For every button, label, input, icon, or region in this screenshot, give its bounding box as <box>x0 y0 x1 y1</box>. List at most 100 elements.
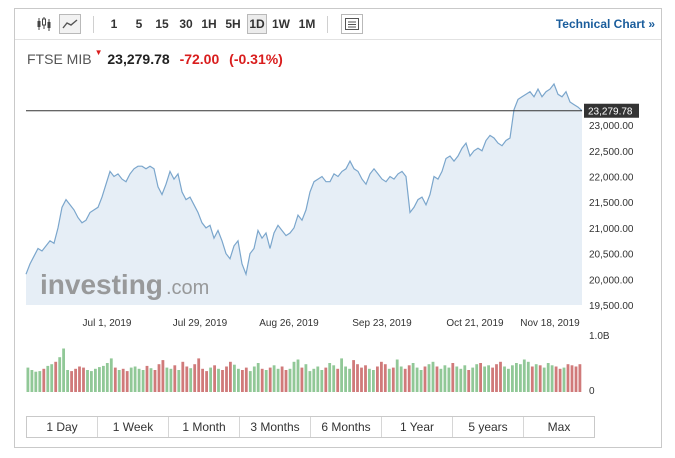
volume-bar <box>217 368 220 392</box>
volume-bar <box>372 370 375 392</box>
volume-bar <box>169 368 173 392</box>
current-price-label: 23,279.78 <box>588 107 633 118</box>
timeframe-1h[interactable]: 1H <box>201 17 217 31</box>
price-line <box>25 82 583 277</box>
timeframe-1d[interactable]: 1D <box>247 14 267 34</box>
candlestick-icon[interactable] <box>33 14 55 34</box>
volume-bar <box>62 348 65 392</box>
volume-bar <box>515 363 518 392</box>
volume-bar <box>34 371 38 392</box>
volume-bar <box>439 368 443 392</box>
volume-bar <box>530 366 534 392</box>
range-1-week[interactable]: 1 Week <box>98 417 169 437</box>
volume-bar <box>574 366 578 392</box>
volume-bar <box>74 368 77 392</box>
chart-toolbar: 1 5 15 30 1H 5H 1D 1W 1M Technical Chart » <box>15 9 661 40</box>
volume-bar <box>522 359 526 392</box>
timeframe-1m[interactable]: 1M <box>298 17 316 31</box>
volume-bar <box>213 365 216 392</box>
volume-bar <box>241 370 244 392</box>
volume-bar <box>463 365 467 392</box>
timeframe-5[interactable]: 5 <box>135 17 143 31</box>
price-tick-label: 21,500.00 <box>589 198 634 209</box>
down-arrow-icon: ▼ <box>94 48 103 57</box>
volume-bar <box>364 365 367 392</box>
volume-bar <box>145 365 149 392</box>
volume-bar <box>419 370 423 392</box>
volume-bar <box>181 361 185 392</box>
volume-bar <box>487 365 490 392</box>
area-chart-icon[interactable] <box>59 14 81 34</box>
technical-chart-link[interactable]: Technical Chart » <box>555 17 655 31</box>
range-selector: 1 Day 1 Week 1 Month 3 Months 6 Months 1 Year… <box>26 416 595 438</box>
volume-bar <box>296 359 300 392</box>
volume-bar <box>177 370 181 392</box>
date-tick-label: Nov 18, 2019 <box>520 318 580 329</box>
volume-bar <box>149 368 153 392</box>
date-tick-label: Jul 29, 2019 <box>173 318 228 329</box>
volume-bar <box>82 367 85 392</box>
volume-bar <box>578 364 582 392</box>
volume-bar <box>467 370 471 392</box>
timeframe-15[interactable]: 15 <box>155 17 169 31</box>
volume-bar <box>308 371 312 392</box>
timeframe-1w[interactable]: 1W <box>272 17 290 31</box>
volume-bar <box>201 368 204 392</box>
volume-bar <box>38 371 42 392</box>
volume-bar <box>344 366 347 392</box>
timeframe-1[interactable]: 1 <box>110 17 118 31</box>
volume-bar <box>316 366 320 392</box>
volume-bar <box>447 367 451 392</box>
range-3-months[interactable]: 3 Months <box>240 417 311 437</box>
volume-bar <box>248 371 252 392</box>
volume-bar <box>407 365 411 392</box>
volume-bar <box>205 371 208 392</box>
volume-bar <box>125 371 129 392</box>
range-6-months[interactable]: 6 Months <box>311 417 382 437</box>
volume-bar <box>185 366 189 392</box>
volume-bar <box>129 367 133 392</box>
list-panel-icon[interactable] <box>341 14 363 34</box>
volume-bar <box>109 358 113 392</box>
volume-max-label: 1.0B <box>589 331 610 342</box>
volume-bar <box>268 367 272 392</box>
volume-bar <box>105 363 109 392</box>
volume-bar <box>495 364 498 392</box>
investing-watermark-suffix: .com <box>166 277 209 299</box>
volume-bar <box>193 364 197 392</box>
range-1-month[interactable]: 1 Month <box>169 417 240 437</box>
range-max[interactable]: Max <box>524 417 594 437</box>
volume-bar <box>526 361 530 392</box>
volume-bar <box>256 363 260 392</box>
volume-bar <box>546 363 550 392</box>
price-tick-label: 19,500.00 <box>589 301 634 312</box>
volume-bar <box>260 368 264 392</box>
volume-bar <box>225 366 228 392</box>
volume-bar <box>137 368 141 392</box>
last-price: 23,279.78 <box>107 51 170 67</box>
price-tick-label: 20,500.00 <box>589 250 634 261</box>
volume-bar <box>173 365 177 392</box>
volume-bar <box>391 367 395 392</box>
volume-bar <box>427 364 431 392</box>
quote-header: FTSE MIB ▼ 23,279.78 -72.00 (-0.31%) <box>27 48 283 67</box>
range-1-day[interactable]: 1 Day <box>27 417 98 437</box>
price-tick-label: 21,000.00 <box>589 224 634 235</box>
timeframe-30[interactable]: 30 <box>179 17 193 31</box>
volume-bar <box>570 365 574 392</box>
range-1-year[interactable]: 1 Year <box>382 417 453 437</box>
timeframe-5h[interactable]: 5H <box>225 17 241 31</box>
volume-bar <box>499 361 502 392</box>
volume-bar <box>244 367 248 392</box>
volume-bar <box>113 367 117 392</box>
volume-bar <box>455 366 459 392</box>
volume-bar <box>264 370 268 392</box>
investing-watermark: investing <box>40 269 163 300</box>
volume-bar <box>399 366 403 392</box>
volume-bar <box>542 367 546 392</box>
volume-bar <box>443 365 447 392</box>
range-5-years[interactable]: 5 years <box>453 417 524 437</box>
volume-bar <box>157 364 161 392</box>
volume-bar <box>70 371 73 392</box>
